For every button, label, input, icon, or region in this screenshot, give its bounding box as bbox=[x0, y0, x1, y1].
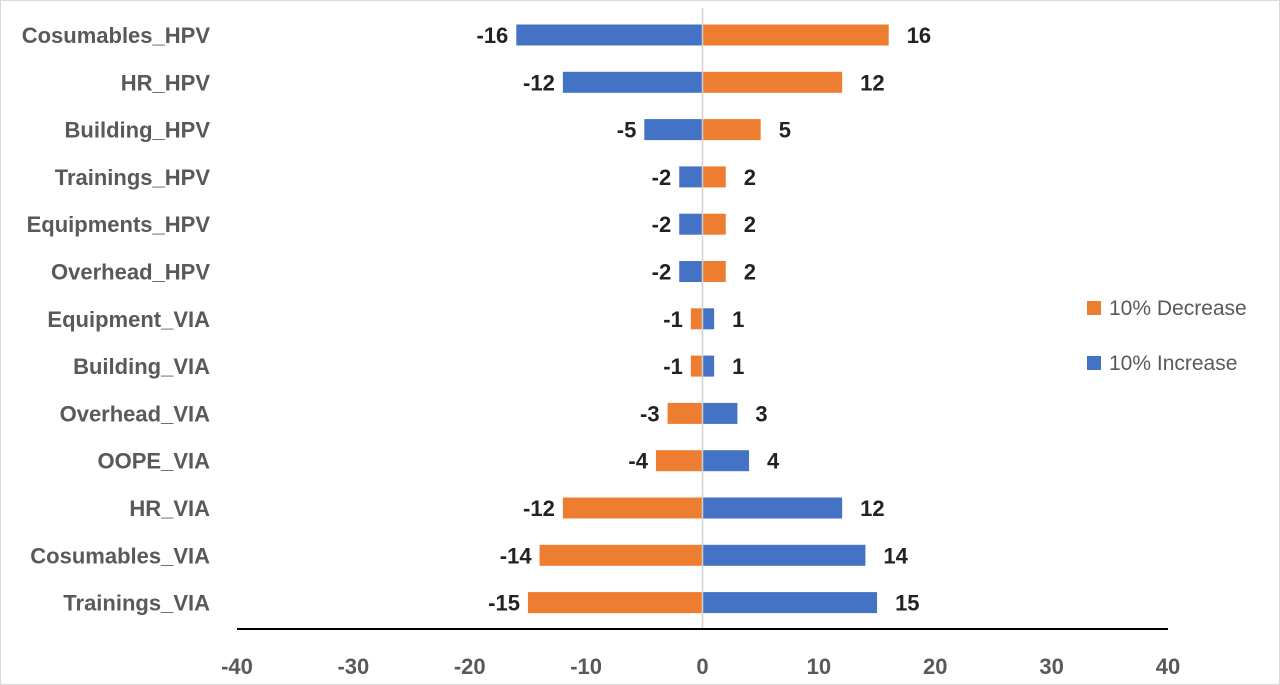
category-label: Cosumables_HPV bbox=[22, 23, 211, 48]
bar-positive-5 bbox=[702, 261, 726, 282]
data-label-negative: -1 bbox=[663, 354, 683, 379]
data-label-positive: 12 bbox=[860, 496, 884, 521]
category-label: OOPE_VIA bbox=[98, 449, 211, 474]
legend-label-1: 10% Increase bbox=[1109, 352, 1237, 375]
data-label-positive: 5 bbox=[779, 118, 791, 143]
bar-negative-9 bbox=[655, 450, 703, 472]
x-axis-ticks: -40 -30 -20 -10 0 10 20 30 40 bbox=[221, 654, 1180, 679]
bars-layer bbox=[516, 24, 889, 614]
category-label: Building_HPV bbox=[65, 118, 211, 143]
bar-positive-2 bbox=[702, 119, 761, 141]
data-label-negative: -2 bbox=[652, 165, 672, 190]
x-tick-label: 10 bbox=[807, 654, 831, 679]
category-label: Trainings_VIA bbox=[63, 591, 210, 616]
data-label-negative: -4 bbox=[628, 449, 648, 474]
category-label: Building_VIA bbox=[73, 354, 210, 379]
bar-negative-2 bbox=[644, 119, 703, 141]
x-tick-label: -30 bbox=[337, 654, 369, 679]
data-label-positive: 2 bbox=[744, 212, 756, 237]
data-label-negative: -1 bbox=[663, 307, 683, 332]
bar-negative-0 bbox=[516, 24, 703, 46]
x-tick-label: 40 bbox=[1156, 654, 1180, 679]
bar-negative-10 bbox=[562, 497, 703, 519]
category-label: HR_VIA bbox=[129, 496, 210, 521]
legend-label-0: 10% Decrease bbox=[1109, 297, 1247, 320]
data-label-positive: 3 bbox=[755, 401, 767, 426]
category-label: Equipments_HPV bbox=[27, 212, 211, 237]
x-tick-label: -40 bbox=[221, 654, 253, 679]
bar-positive-1 bbox=[702, 71, 843, 93]
data-label-positive: 12 bbox=[860, 70, 884, 95]
legend: 10% Decrease 10% Increase bbox=[1087, 297, 1247, 375]
data-label-positive: 14 bbox=[883, 543, 908, 568]
x-tick-label: 20 bbox=[923, 654, 947, 679]
bar-positive-11 bbox=[702, 544, 866, 566]
x-tick-label: -20 bbox=[454, 654, 486, 679]
bar-negative-8 bbox=[667, 402, 703, 424]
bar-positive-3 bbox=[702, 166, 726, 188]
category-label: Equipment_VIA bbox=[47, 307, 210, 332]
x-tick-label: 30 bbox=[1039, 654, 1063, 679]
data-label-negative: -3 bbox=[640, 401, 660, 426]
bar-positive-8 bbox=[702, 402, 738, 424]
bar-positive-6 bbox=[702, 308, 715, 330]
bar-negative-12 bbox=[527, 592, 703, 614]
bar-positive-0 bbox=[702, 24, 889, 46]
bar-negative-11 bbox=[539, 544, 703, 566]
category-label: HR_HPV bbox=[121, 70, 211, 95]
data-label-positive: 2 bbox=[744, 260, 756, 285]
category-label: Overhead_VIA bbox=[60, 401, 211, 426]
legend-swatch-1 bbox=[1087, 356, 1101, 370]
category-label: Trainings_HPV bbox=[55, 165, 211, 190]
data-label-negative: -15 bbox=[488, 591, 520, 616]
bar-negative-5 bbox=[679, 261, 703, 282]
data-label-negative: -16 bbox=[477, 23, 509, 48]
data-label-positive: 15 bbox=[895, 591, 919, 616]
data-label-positive: 1 bbox=[732, 307, 744, 332]
bar-negative-1 bbox=[562, 71, 703, 93]
category-label: Overhead_HPV bbox=[51, 260, 210, 285]
data-label-positive: 2 bbox=[744, 165, 756, 190]
data-label-positive: 4 bbox=[767, 449, 780, 474]
bar-positive-9 bbox=[702, 450, 750, 472]
bar-positive-4 bbox=[702, 213, 726, 235]
category-label: Cosumables_VIA bbox=[30, 543, 210, 568]
x-tick-label: -10 bbox=[570, 654, 602, 679]
bar-negative-4 bbox=[679, 213, 703, 235]
bar-negative-6 bbox=[690, 308, 703, 330]
data-label-negative: -5 bbox=[617, 118, 637, 143]
bar-positive-7 bbox=[702, 355, 715, 377]
bar-negative-3 bbox=[679, 166, 703, 188]
data-label-negative: -12 bbox=[523, 70, 555, 95]
data-label-negative: -12 bbox=[523, 496, 555, 521]
x-tick-label: 0 bbox=[696, 654, 708, 679]
data-label-positive: 16 bbox=[907, 23, 931, 48]
bar-positive-10 bbox=[702, 497, 843, 519]
data-label-negative: -14 bbox=[500, 543, 533, 568]
bar-positive-12 bbox=[702, 592, 878, 614]
legend-swatch-0 bbox=[1087, 301, 1101, 315]
data-label-negative: -2 bbox=[652, 260, 672, 285]
bar-negative-7 bbox=[690, 355, 703, 377]
data-label-positive: 1 bbox=[732, 354, 744, 379]
data-label-negative: -2 bbox=[652, 212, 672, 237]
